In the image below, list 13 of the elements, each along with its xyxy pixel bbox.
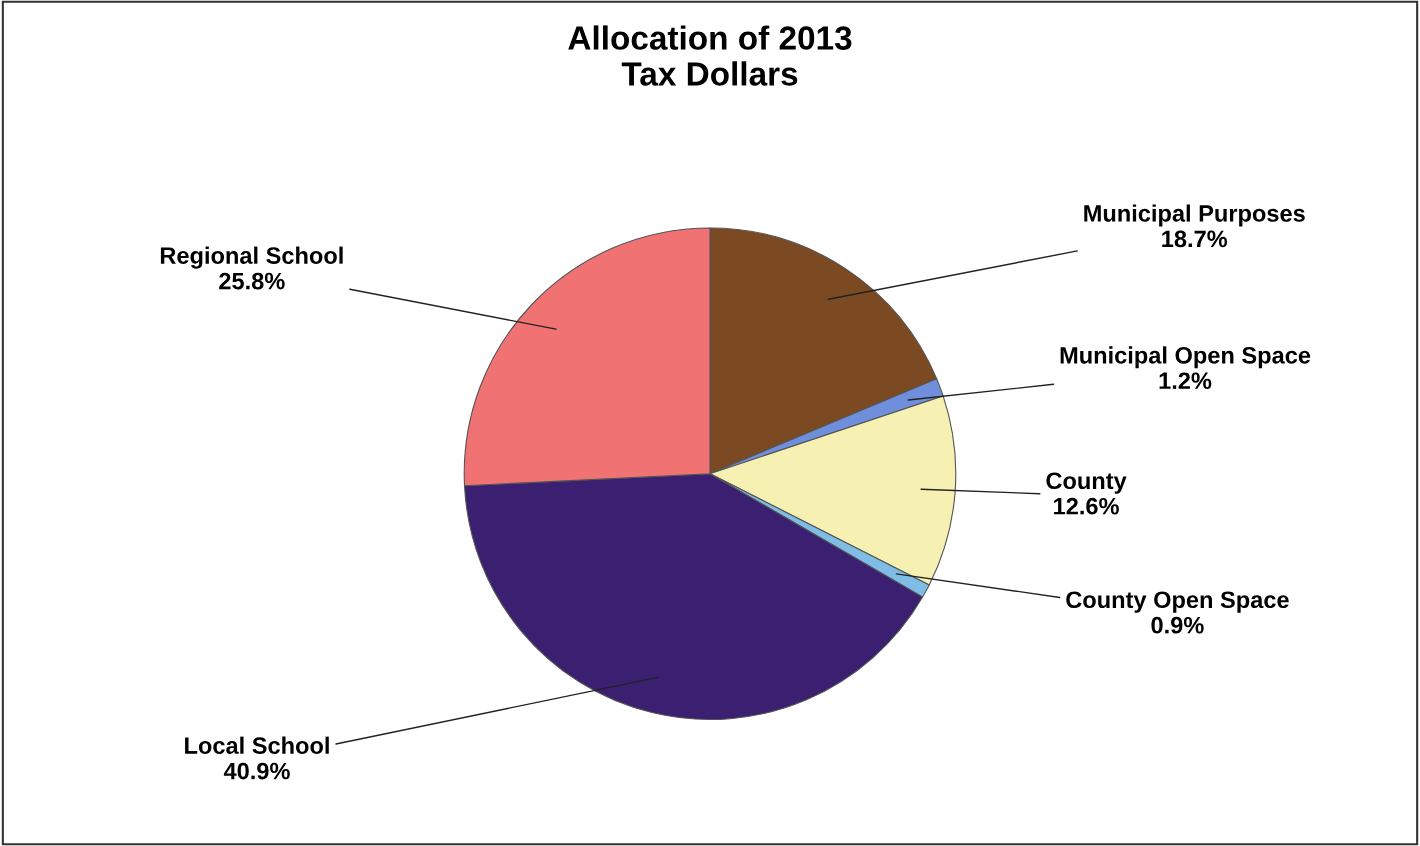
slice-label: Regional School — [160, 246, 343, 269]
chart-title: Allocation of 2013 Tax Dollars — [568, 25, 852, 86]
data-label: 25.8% — [219, 272, 285, 290]
slice-label: County Open Space — [1066, 591, 1289, 613]
slice-label: Local School — [185, 736, 329, 754]
data-label: 12.6% — [1054, 497, 1119, 515]
data-label: 40.9% — [223, 762, 290, 780]
slice-label: County — [1046, 472, 1127, 494]
data-label: 1.2% — [1159, 372, 1212, 390]
slice-label: Municipal Open Space — [1060, 346, 1311, 369]
slice-label: Municipal Purposes — [1084, 204, 1305, 227]
data-label: 18.7% — [1162, 230, 1228, 248]
data-label: 0.9% — [1151, 616, 1204, 634]
